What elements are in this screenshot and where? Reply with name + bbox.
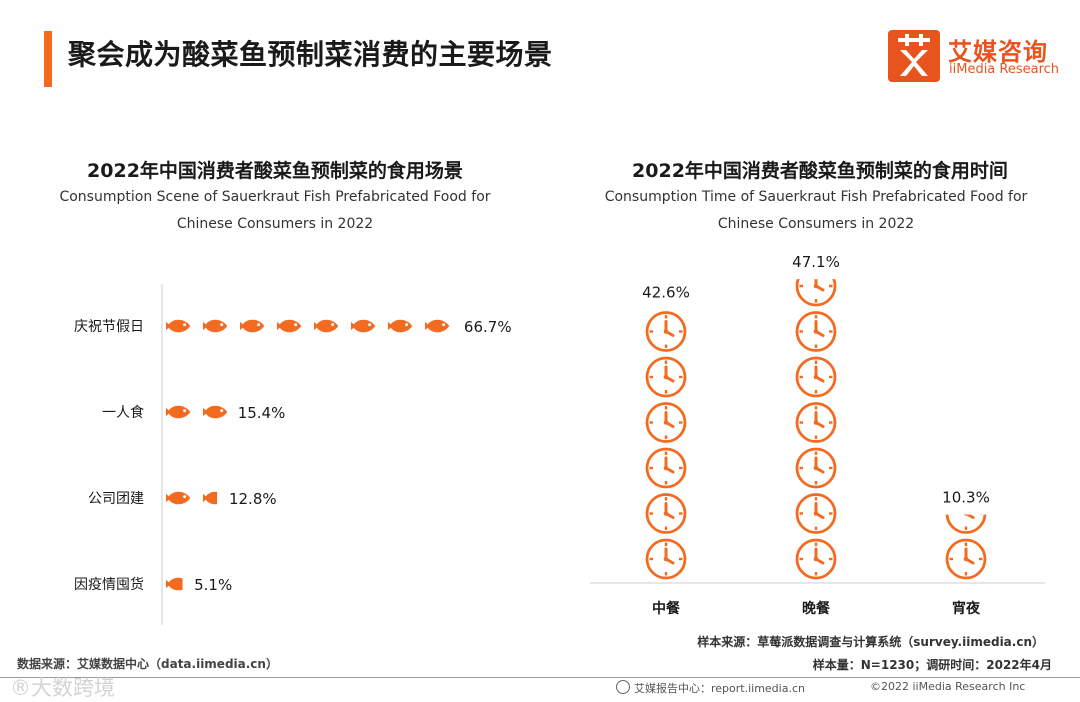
logo-mark	[888, 30, 940, 82]
category-label: 因疫情囤货	[74, 576, 144, 593]
time-pictogram-chart: 42.6% 中餐 47.1% 晚餐 10.3% 宵夜	[590, 253, 1045, 617]
value-label: 15.4%	[238, 404, 286, 422]
page-title: 聚会成为酸菜鱼预制菜消费的主要场景	[68, 38, 553, 71]
data-source-left: 数据来源：艾媒数据中心（data.iimedia.cn）	[17, 657, 278, 671]
footer-report-text: 艾媒报告中心：report.iimedia.cn	[634, 682, 805, 695]
value-label: 66.7%	[464, 318, 512, 336]
footer-copyright: ©2022 iiMedia Research Inc	[870, 680, 1026, 693]
footer-watermark: ®大数跨境	[10, 676, 115, 700]
category-label: 中餐	[652, 600, 681, 617]
fish-icon	[203, 319, 228, 333]
fish-icon	[166, 405, 191, 419]
clock-icon	[645, 356, 687, 398]
fish-icon	[166, 577, 183, 591]
fish-icon	[166, 319, 191, 333]
fish-icon	[351, 319, 376, 333]
fish-icon	[425, 319, 450, 333]
sample-size: 样本量：N=1230；调研时间：2022年4月	[812, 658, 1052, 672]
globe-icon	[616, 680, 630, 694]
value-label: 10.3%	[942, 489, 990, 507]
footer-divider	[0, 677, 1080, 678]
time-chart-subtitle-line2: Chinese Consumers in 2022	[717, 216, 915, 232]
clock-icon	[795, 538, 837, 580]
clock-icon	[795, 356, 837, 398]
value-label: 42.6%	[642, 284, 690, 302]
footer-report-center: 艾媒报告中心：report.iimedia.cn	[616, 680, 805, 696]
category-label: 一人食	[102, 404, 144, 421]
clock-icon	[645, 447, 687, 489]
category-label: 公司团建	[88, 491, 144, 507]
time-chart-title: 2022年中国消费者酸菜鱼预制菜的食用时间	[632, 160, 1008, 182]
clock-icon	[645, 311, 687, 352]
title-accent-bar	[44, 31, 52, 87]
time-chart-subtitle-line1: Consumption Time of Sauerkraut Fish Pref…	[604, 189, 1028, 205]
clock-icon	[645, 402, 687, 443]
value-label: 47.1%	[792, 253, 840, 271]
scene-chart-subtitle: Consumption Scene of Sauerkraut Fish Pre…	[30, 184, 520, 238]
logo-text-en: iiMedia Research	[949, 62, 1060, 77]
scene-chart-subtitle-line2: Chinese Consumers in 2022	[176, 216, 374, 232]
clock-icon	[795, 493, 837, 534]
sample-source: 样本来源：草莓派数据调查与计算系统（survey.iimedia.cn）	[697, 635, 1044, 649]
clock-icon	[645, 493, 687, 534]
scene-chart-title: 2022年中国消费者酸菜鱼预制菜的食用场景	[87, 160, 463, 182]
clock-icon	[795, 311, 837, 352]
fish-icon	[240, 319, 265, 333]
time-chart-subtitle: Consumption Time of Sauerkraut Fish Pref…	[580, 184, 1052, 238]
fish-icon	[388, 319, 413, 333]
iimedia-logo: 艾媒咨询 iiMedia Research	[888, 30, 1068, 82]
clock-icon	[795, 279, 837, 307]
clock-icon	[795, 402, 837, 443]
clock-icon	[645, 538, 687, 580]
scene-pictogram-chart: 庆祝节假日 66.7% 一人食 15.4% 公司团建 12.8% 因疫情囤货 5.1%	[74, 284, 512, 625]
category-label: 宵夜	[952, 600, 981, 617]
category-label: 庆祝节假日	[74, 319, 144, 335]
logo-text-cn: 艾媒咨询	[948, 38, 1048, 66]
category-label: 晚餐	[802, 600, 831, 617]
fish-icon	[203, 491, 218, 505]
fish-icon	[314, 319, 339, 333]
value-label: 5.1%	[194, 576, 232, 594]
clock-icon	[795, 447, 837, 489]
fish-icon	[203, 405, 228, 419]
scene-chart-subtitle-line1: Consumption Scene of Sauerkraut Fish Pre…	[59, 189, 491, 205]
clock-icon	[945, 538, 987, 580]
fish-icon	[277, 319, 302, 333]
fish-icon	[166, 491, 191, 505]
value-label: 12.8%	[229, 490, 277, 508]
